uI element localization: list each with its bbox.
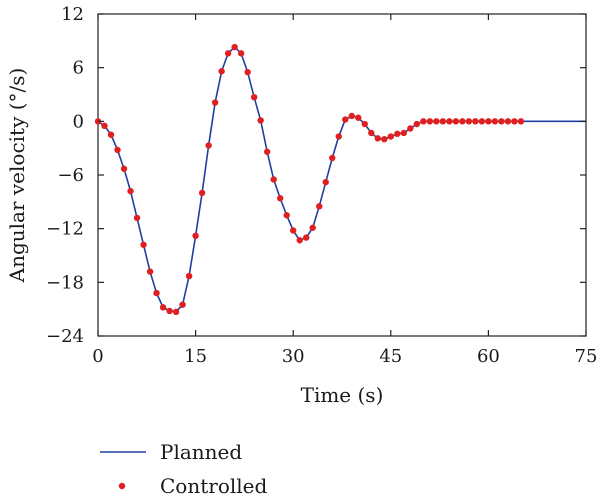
- data-point-controlled: [420, 118, 427, 125]
- data-point-controlled: [413, 120, 421, 128]
- data-point-controlled: [374, 135, 381, 142]
- data-point-controlled: [185, 272, 193, 280]
- data-point-controlled: [517, 118, 525, 125]
- x-tick-label: 45: [379, 346, 402, 367]
- data-point-controlled: [459, 118, 466, 125]
- data-point-controlled: [387, 133, 394, 140]
- data-point-controlled: [335, 133, 342, 140]
- data-point-controlled: [159, 304, 167, 311]
- data-point-controlled: [303, 234, 310, 241]
- legend-label-planned: Planned: [160, 440, 242, 464]
- y-tick-label: −18: [46, 272, 84, 293]
- data-point-controlled: [276, 195, 284, 202]
- data-point-controlled: [446, 118, 453, 125]
- legend: Planned Controlled: [100, 440, 267, 498]
- data-point-controlled: [316, 203, 323, 210]
- data-point-controlled: [491, 118, 499, 125]
- x-axis-title: Time (s): [301, 383, 384, 407]
- data-point-controlled: [290, 227, 297, 234]
- data-point-controlled: [237, 50, 245, 57]
- data-point-controlled: [498, 118, 505, 125]
- y-axis-ticks: 12 6 0 −6 −12 −18 −24: [46, 4, 586, 347]
- y-tick-label: −6: [57, 165, 84, 186]
- data-point-controlled: [107, 131, 115, 138]
- data-point-controlled: [244, 68, 251, 76]
- data-point-controlled: [172, 308, 180, 316]
- data-point-controlled: [205, 142, 212, 149]
- data-point-controlled: [114, 146, 121, 154]
- data-point-controlled: [407, 125, 414, 132]
- data-point-controlled: [153, 289, 160, 297]
- data-point-controlled: [146, 268, 154, 275]
- data-point-controlled: [361, 120, 368, 128]
- data-point-controlled: [198, 189, 206, 197]
- y-axis-title: Angular velocity (°/s): [5, 68, 29, 284]
- x-tick-label: 75: [575, 346, 598, 367]
- data-point-controlled: [211, 99, 219, 106]
- data-point-controlled: [263, 148, 271, 155]
- data-point-controlled: [257, 117, 264, 124]
- data-point-controlled: [355, 114, 362, 121]
- data-point-controlled: [329, 154, 336, 162]
- data-point-controlled: [270, 176, 277, 183]
- data-point-controlled: [309, 224, 316, 231]
- legend-label-controlled: Controlled: [160, 474, 267, 498]
- data-point-controlled: [439, 118, 447, 125]
- data-point-controlled: [485, 118, 492, 125]
- data-point-controlled: [504, 118, 512, 125]
- data-point-controlled: [140, 241, 147, 248]
- data-point-controlled: [296, 237, 303, 244]
- data-point-controlled: [218, 68, 225, 75]
- data-point-controlled: [394, 130, 401, 138]
- data-point-controlled: [452, 118, 460, 125]
- data-point-controlled: [348, 112, 355, 120]
- x-tick-label: 0: [92, 346, 103, 367]
- data-point-controlled: [368, 129, 375, 137]
- data-point-controlled: [224, 50, 232, 57]
- x-tick-label: 15: [184, 346, 207, 367]
- data-point-controlled: [120, 165, 128, 172]
- data-point-controlled: [342, 116, 349, 123]
- data-point-controlled: [511, 118, 518, 125]
- data-point-controlled: [250, 93, 258, 101]
- data-point-controlled: [283, 212, 290, 219]
- y-tick-label: 12: [61, 4, 84, 25]
- y-tick-label: −12: [46, 219, 84, 240]
- y-tick-label: 0: [73, 111, 84, 132]
- data-point-controlled: [426, 118, 434, 125]
- data-point-controlled: [472, 118, 479, 125]
- y-tick-label: −24: [46, 326, 84, 347]
- data-point-controlled: [127, 187, 134, 195]
- data-point-controlled: [192, 232, 199, 240]
- legend-swatch-controlled: [118, 482, 126, 490]
- data-point-controlled: [179, 301, 186, 308]
- x-axis-ticks: 0 15 30 45 60 75: [92, 14, 597, 367]
- y-tick-label: 6: [73, 58, 84, 79]
- data-point-controlled: [433, 118, 440, 125]
- data-point-controlled: [101, 122, 108, 130]
- data-point-controlled: [465, 118, 473, 125]
- data-point-controlled: [381, 136, 388, 143]
- data-point-controlled: [478, 118, 486, 125]
- x-tick-label: 60: [477, 346, 500, 367]
- data-point-controlled: [322, 178, 329, 186]
- data-point-controlled: [400, 129, 408, 137]
- data-point-controlled: [231, 43, 238, 51]
- x-tick-label: 30: [282, 346, 305, 367]
- plot-frame: [97, 13, 587, 337]
- data-point-controlled: [166, 307, 173, 315]
- data-point-controlled: [133, 214, 141, 222]
- series-line-planned: [97, 46, 586, 313]
- plot-area: [94, 13, 587, 337]
